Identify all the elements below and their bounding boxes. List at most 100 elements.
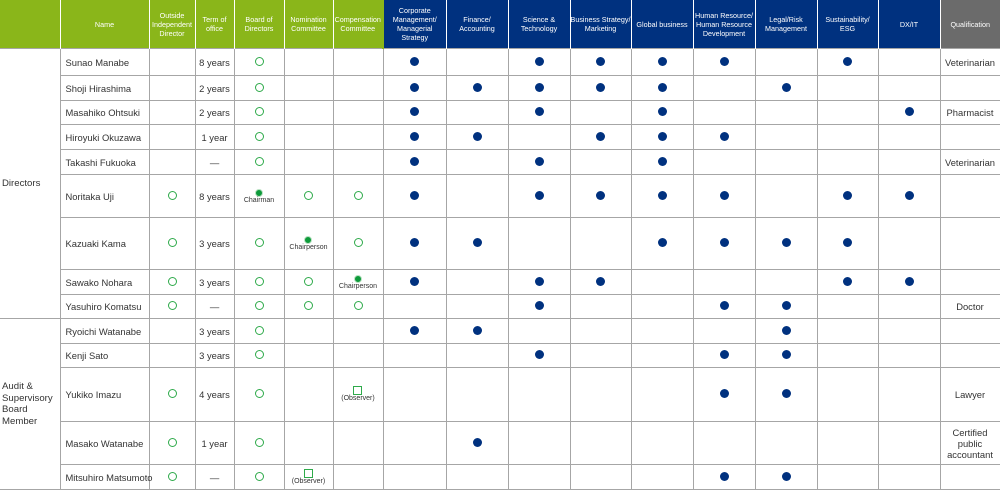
skill-cell-dx-it: [877, 217, 941, 270]
chair-label: Chairperson: [289, 244, 328, 251]
skill-cell-science-technology: [507, 174, 571, 218]
skill-cell-science-technology: [507, 464, 571, 490]
circle-mark-icon: [304, 190, 313, 200]
circle-mark-icon: [167, 437, 177, 447]
skill-cell-science-technology: [507, 124, 571, 150]
board-cell: [233, 269, 285, 295]
skill-dot-icon: [904, 107, 914, 116]
term-cell: 2 years: [194, 75, 235, 101]
skill-cell-science-technology: [507, 149, 571, 175]
skill-cell-business-strategy: [569, 343, 632, 368]
skill-cell-global-business: [630, 318, 694, 344]
skill-dot-icon: [410, 82, 419, 92]
circle-mark-icon: [167, 190, 177, 200]
skill-cell-global-business: [630, 124, 694, 150]
skill-cell-corporate-management: [382, 75, 447, 101]
term-cell: 3 years: [194, 217, 235, 270]
table-row: Yukiko Imazu 4 years (Observer) Lawyer: [0, 367, 1000, 422]
board-cell: [233, 149, 285, 175]
skill-dot-icon: [410, 131, 419, 141]
board-cell: [233, 217, 285, 270]
nomination-cell: [283, 421, 334, 465]
header-qualification: Qualification: [939, 0, 1000, 49]
skill-dot-icon: [596, 56, 605, 66]
circle-mark-icon: [254, 471, 264, 481]
skill-cell-business-strategy: [569, 124, 632, 150]
observer-mark: (Observer): [341, 386, 375, 403]
header-skill-business-strategy: Business Strategy/ Marketing: [569, 0, 631, 49]
skill-dot-icon: [410, 238, 419, 247]
circle-mark-icon: [167, 238, 177, 247]
skill-dot-icon: [719, 190, 729, 200]
term-cell: 8 years: [194, 48, 235, 76]
table-row: Takashi Fukuoka — Veterinarian: [0, 149, 1000, 175]
filled-circle-icon: [304, 236, 313, 244]
table-row: Directors Sunao Manabe 8 years Veterinarian: [0, 48, 1000, 319]
nomination-cell: [283, 174, 334, 218]
outside-independent-cell: [148, 100, 196, 125]
skill-dot-icon: [472, 238, 482, 247]
board-cell: [233, 48, 285, 76]
circle-mark-icon: [254, 238, 264, 247]
skill-cell-global-business: [630, 343, 694, 368]
skill-cell-legal-risk: [754, 421, 818, 465]
board-cell: [233, 367, 285, 422]
board-cell: [233, 294, 285, 319]
compensation-cell: (Observer): [332, 367, 384, 422]
circle-mark-icon: [353, 238, 363, 247]
observer-mark: (Observer): [292, 468, 325, 486]
skill-dot-icon: [596, 131, 605, 141]
outside-independent-cell: [148, 294, 196, 319]
skill-cell-global-business: [630, 269, 694, 295]
qualification-cell: Veterinarian: [939, 48, 1000, 76]
skill-dot-icon: [472, 131, 482, 141]
table-row: Mitsuhiro Matsumoto — (Observer): [0, 464, 1000, 490]
nomination-cell: Chairperson: [283, 217, 334, 270]
skill-dot-icon: [534, 276, 544, 286]
skill-cell-legal-risk: [754, 48, 818, 76]
circle-mark-icon: [254, 56, 264, 66]
skill-cell-human-resource: [692, 269, 756, 295]
skill-cell-business-strategy: [569, 48, 632, 76]
nomination-cell: [283, 269, 334, 295]
skill-dot-icon: [781, 238, 791, 247]
skill-dot-icon: [781, 471, 791, 481]
chair-label: Chairperson: [338, 282, 378, 290]
skill-cell-corporate-management: [382, 367, 447, 422]
circle-mark-icon: [254, 350, 264, 359]
skill-cell-science-technology: [507, 75, 571, 101]
skill-cell-corporate-management: [382, 464, 447, 490]
member-name: Masako Watanabe: [59, 421, 150, 465]
circle-mark-icon: [254, 82, 264, 92]
skill-cell-legal-risk: [754, 174, 818, 218]
term-cell: 3 years: [194, 269, 235, 295]
skill-dot-icon: [472, 82, 482, 92]
skill-cell-corporate-management: [382, 343, 447, 368]
skill-dot-icon: [472, 325, 482, 335]
qualification-cell: [939, 269, 1000, 295]
compensation-cell: Chairperson: [332, 269, 384, 295]
skill-cell-dx-it: [877, 75, 941, 101]
skill-cell-business-strategy: [569, 217, 632, 270]
skill-cell-sustainability: [816, 217, 879, 270]
table-row: Kazuaki Kama 3 years Chairperson: [0, 217, 1000, 270]
skill-dot-icon: [534, 301, 544, 310]
skill-cell-sustainability: [816, 367, 879, 422]
skill-dot-icon: [843, 276, 852, 286]
square-icon: [303, 468, 313, 478]
compensation-cell: [332, 318, 384, 344]
qualification-cell: Certified public accountant: [939, 421, 1000, 465]
skill-dot-icon: [657, 238, 667, 247]
header-row: Name Outside Independent Director Term o…: [0, 0, 1000, 49]
nomination-cell: [283, 343, 334, 368]
skill-cell-business-strategy: [569, 367, 632, 422]
term-cell: 2 years: [194, 100, 235, 125]
table-row: Sawako Nohara 3 years Chairperson: [0, 269, 1000, 295]
skill-cell-corporate-management: [382, 269, 447, 295]
compensation-cell: [332, 421, 384, 465]
skill-dot-icon: [781, 350, 791, 359]
skill-cell-science-technology: [507, 318, 571, 344]
skill-dot-icon: [843, 238, 852, 247]
compensation-cell: [332, 124, 384, 150]
